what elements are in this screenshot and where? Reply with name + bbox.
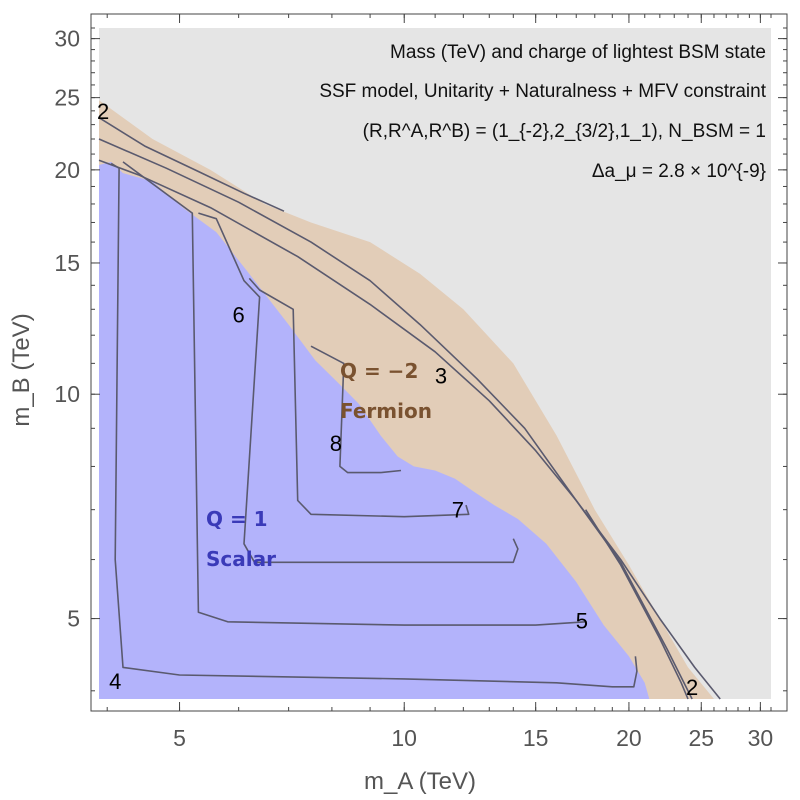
y-tick-label: 30 (54, 26, 80, 52)
contour-2a-label: 2 (97, 99, 109, 124)
x-tick-label: 15 (523, 725, 549, 751)
contour-6-label: 6 (232, 302, 244, 327)
y-tick-label: 10 (54, 381, 80, 407)
contour-5 (122, 161, 586, 626)
x-tick-label: 20 (616, 725, 642, 751)
scalar-charge-label: Q = 1 (206, 507, 268, 531)
contour-3b (584, 509, 689, 700)
contour-labels-layer: 2 2 3 4 5 6 7 8 (97, 99, 698, 700)
contour-7-label: 7 (452, 498, 464, 523)
x-tick-label: 5 (173, 725, 186, 751)
contour-3a-label: 3 (435, 363, 447, 388)
contour-8-label: 8 (330, 431, 342, 456)
contour-4 (110, 162, 638, 688)
contour-5-label: 5 (576, 609, 588, 634)
info-line-1: Mass (TeV) and charge of lightest BSM st… (390, 42, 766, 63)
scalar-region (99, 161, 650, 699)
fermion-type-label: Fermion (340, 399, 432, 423)
y-axis-label: m_B (TeV) (8, 313, 35, 426)
contour-2b (98, 159, 721, 700)
fermion-charge-label: Q = −2 (340, 359, 418, 383)
plot-frame (90, 13, 788, 712)
x-tick-label: 25 (689, 725, 715, 751)
x-tick-label: 10 (391, 725, 417, 751)
contours-layer (98, 117, 721, 700)
contour-2a (98, 117, 285, 212)
y-tick-label: 15 (54, 250, 80, 276)
y-tick-label: 20 (54, 157, 80, 183)
ticks-layer (91, 14, 787, 711)
contour-2b-label: 2 (686, 675, 698, 700)
info-line-2: SSF model, Unitarity + Naturalness + MFV… (319, 81, 766, 102)
contour-4-label: 4 (109, 669, 121, 694)
y-tick-label: 25 (54, 85, 80, 111)
contour-6 (198, 212, 519, 564)
contour-3a (98, 138, 693, 700)
y-tick-label: 5 (67, 606, 80, 632)
x-tick-label: 30 (748, 725, 774, 751)
info-line-4: Δa_μ = 2.8 × 10^{-9} (592, 161, 766, 182)
info-line-3: (R,R^A,R^B) = (1_{-2},2_{3/2},1_1), N_BS… (363, 121, 766, 142)
regions-layer (99, 28, 771, 699)
contour-7 (248, 277, 470, 518)
x-axis-label: m_A (TeV) (364, 768, 476, 795)
scalar-type-label: Scalar (206, 547, 276, 571)
contour-8 (310, 345, 402, 474)
